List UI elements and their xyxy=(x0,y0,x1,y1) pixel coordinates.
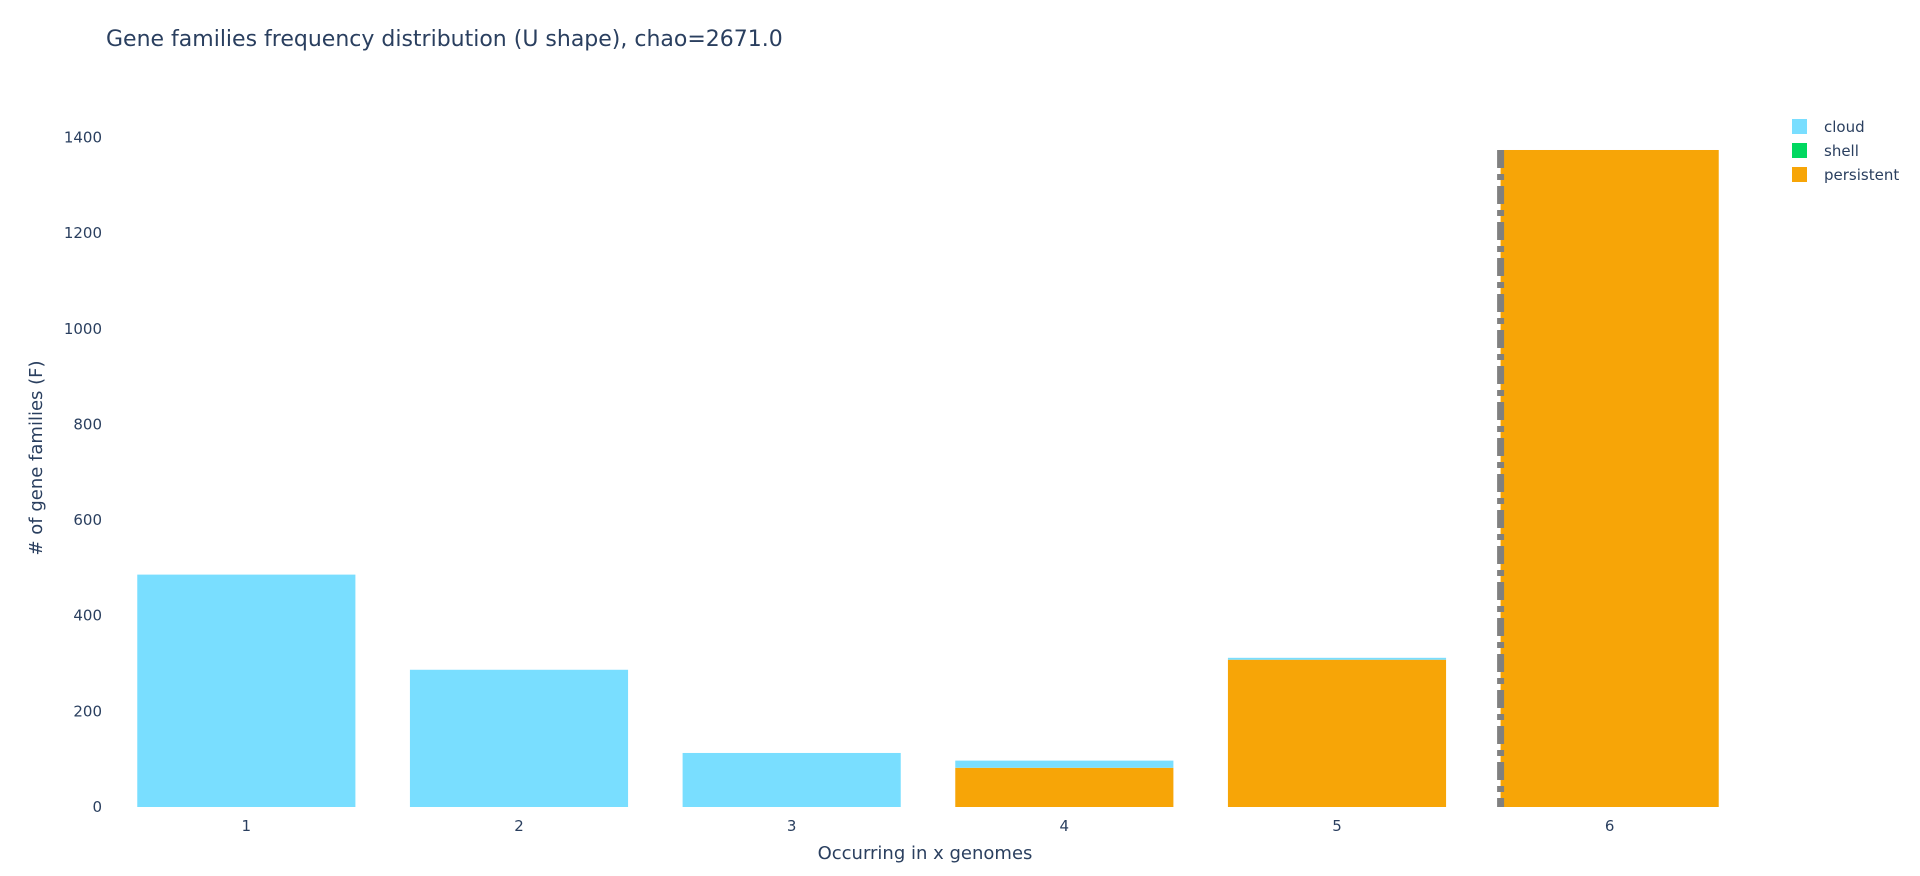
x-tick-label: 3 xyxy=(787,817,797,835)
y-tick-label: 600 xyxy=(73,511,102,529)
legend-swatch xyxy=(1792,167,1807,182)
x-axis-ticks: 1 2 3 4 5 6 xyxy=(242,817,1615,835)
y-tick-label: 1200 xyxy=(64,224,102,242)
bar-cloud-2[interactable] xyxy=(409,669,629,807)
bar-cloud-3[interactable] xyxy=(682,752,901,807)
bar-cloud-4[interactable] xyxy=(955,760,1174,768)
y-axis-title: # of gene families (F) xyxy=(26,360,47,555)
x-tick-label: 5 xyxy=(1332,817,1342,835)
bar-persistent-4[interactable] xyxy=(955,767,1174,807)
y-tick-label: 800 xyxy=(73,415,102,433)
legend-swatch xyxy=(1792,143,1807,158)
chart-title: Gene families frequency distribution (U … xyxy=(106,27,783,52)
bar-cloud-5[interactable] xyxy=(1227,657,1447,660)
x-tick-label: 1 xyxy=(242,817,252,835)
legend-label: persistent xyxy=(1824,166,1899,184)
y-tick-label: 200 xyxy=(73,702,102,720)
x-tick-label: 2 xyxy=(514,817,524,835)
bar-cloud-1[interactable] xyxy=(137,574,356,807)
y-tick-label: 1400 xyxy=(64,129,102,147)
y-tick-label: 0 xyxy=(92,798,102,816)
legend-swatch xyxy=(1792,119,1807,134)
legend[interactable]: cloud shell persistent xyxy=(1792,118,1899,184)
legend-item-cloud[interactable]: cloud xyxy=(1792,118,1865,136)
y-axis-ticks: 0 200 400 600 800 1000 1200 1400 xyxy=(64,129,102,816)
x-axis-title: Occurring in x genomes xyxy=(818,843,1033,864)
y-tick-label: 1000 xyxy=(64,320,102,338)
legend-item-persistent[interactable]: persistent xyxy=(1792,166,1899,184)
y-tick-label: 400 xyxy=(73,607,102,625)
legend-label: cloud xyxy=(1824,118,1865,136)
legend-label: shell xyxy=(1824,142,1859,160)
bar-persistent-5[interactable] xyxy=(1227,659,1447,807)
legend-item-shell[interactable]: shell xyxy=(1792,142,1859,160)
x-tick-label: 6 xyxy=(1605,817,1615,835)
x-tick-label: 4 xyxy=(1060,817,1070,835)
bars-layer xyxy=(137,149,1719,807)
bar-persistent-6[interactable] xyxy=(1500,149,1719,807)
